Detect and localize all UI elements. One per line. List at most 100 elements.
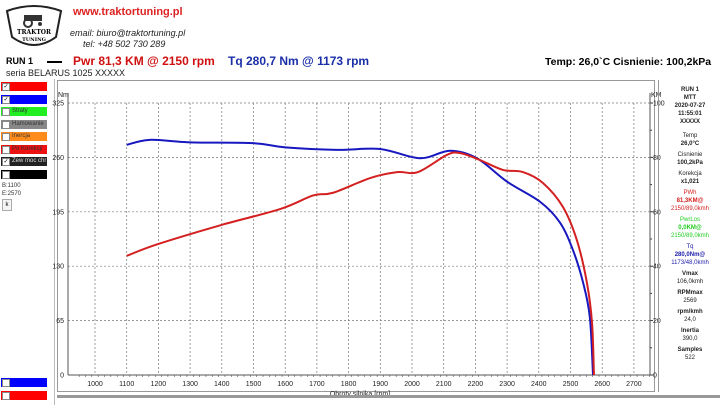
legend-item[interactable]: Po Korekcji (1, 144, 47, 154)
x-tick-label: 2700 (626, 381, 642, 388)
x-tick-label: 2300 (499, 381, 515, 388)
x-tick-label: 2400 (531, 381, 547, 388)
rp-inertia: 390,0 (682, 336, 698, 342)
legend-item[interactable]: Straty (1, 107, 47, 116)
torque-curve (126, 138, 595, 376)
legend-checkbox[interactable] (2, 392, 10, 400)
legend-checkbox[interactable] (2, 145, 10, 154)
legend-item[interactable]: ✓ (1, 94, 47, 104)
y-right-tick-label: 40 (653, 264, 661, 271)
y-right-tick-label: 60 (653, 209, 661, 216)
legend-checkbox[interactable]: ✓ (2, 83, 10, 91)
rp-date: 2020-07-27 (674, 103, 706, 109)
rp-rk: 24,0 (684, 317, 696, 323)
legend-label: Straty (12, 108, 28, 114)
legend-checkbox[interactable] (2, 133, 10, 141)
run-label: RUN 1 (6, 56, 34, 66)
rp-run: RUN 1 (680, 87, 699, 93)
phone-text: tel: +48 502 730 289 (83, 39, 166, 49)
y-left-tick-label: 260 (52, 155, 64, 162)
rp-tq-sub: 1173/48,0kmh (671, 260, 709, 266)
rp-rpm: 2569 (683, 298, 697, 304)
rp-temp: 26,0°C (680, 141, 700, 147)
x-tick-label: 1700 (309, 381, 325, 388)
x-axis-label: Obroty silnika [rpm] (330, 391, 390, 398)
legend-label: Hamowanie (12, 120, 44, 127)
rp-pwl: 0,0KM@ (678, 225, 702, 231)
svg-text:TUNING: TUNING (22, 37, 46, 43)
x-tick-label: 1300 (182, 381, 198, 388)
rp-kor: x1,021 (680, 179, 700, 185)
legend-item[interactable] (1, 378, 47, 387)
x-tick-label: 1600 (277, 381, 293, 388)
legend-item[interactable]: ✓ (1, 82, 47, 91)
x-tick-label: 1400 (214, 381, 230, 388)
y-left-tick-label: 65 (56, 318, 64, 325)
rp-vmax: 106,0kmh (676, 279, 704, 285)
legend-item[interactable] (1, 391, 47, 400)
range-end: E:2570 (2, 191, 22, 197)
range-begin: B:1100 (2, 183, 21, 189)
email-text: email: biuro@traktortuning.pl (70, 28, 186, 38)
rp-samples-label: Samples (677, 347, 703, 353)
rp-rk-label: rpm/kmh (677, 309, 703, 315)
y-left-label: Nm (58, 92, 69, 99)
environment-conditions: Temp: 26,0`C Cisnienie: 100,2kPa (545, 56, 712, 68)
rp-id: XXXXX (679, 119, 700, 125)
legend-checkbox[interactable]: ✓ (2, 158, 10, 166)
traktor-tuning-logo: TRAKTOR TUNING (5, 5, 63, 46)
y-right-label: KM (651, 92, 662, 99)
x-tick-label: 2500 (563, 381, 579, 388)
y-left-tick-label: 325 (52, 101, 64, 108)
x-tick-label: 2000 (404, 381, 420, 388)
rp-time: 11:55:01 (678, 111, 702, 117)
rp-inertia-label: Inertia (680, 328, 699, 334)
power-curve (126, 151, 595, 376)
website-link[interactable]: www.traktortuning.pl (73, 6, 183, 18)
y-left-tick-label: 195 (52, 209, 64, 216)
legend-checkbox[interactable] (2, 170, 10, 179)
legend-label: Inercja (12, 133, 31, 139)
rp-pwh: 81,3KM@ (676, 198, 704, 204)
rp-mtt: MTT (683, 95, 697, 101)
peak-power: Pwr 81,3 KM @ 2150 rpm (73, 54, 215, 68)
y-right-tick-label: 0 (653, 373, 657, 380)
rp-pwl-label: PwrLos (679, 217, 700, 223)
legend-item[interactable]: ✓ Zew moc chr (1, 157, 47, 166)
y-left-tick-label: 130 (52, 264, 64, 271)
legend-item[interactable] (1, 169, 47, 179)
legend-item[interactable]: Inercja (1, 132, 47, 141)
x-tick-label: 2600 (594, 381, 610, 388)
rp-tq-label: Tq (686, 244, 694, 250)
rp-pwh-sub: 2150/89,0kmh (670, 206, 710, 212)
rp-kor-label: Korekcja (678, 171, 702, 177)
legend-item[interactable]: Hamowanie (1, 119, 47, 129)
rp-samples: 522 (684, 355, 695, 361)
k-button[interactable]: k (2, 199, 12, 211)
rp-press-label: Cisnienie (677, 152, 703, 158)
rp-vmax-label: Vmax (681, 271, 698, 277)
legend-checkbox[interactable]: ✓ (2, 95, 10, 104)
rp-rpm-label: RPMmax (677, 290, 703, 296)
run-summary-panel: RUN 1 MTT 2020-07-27 11:55:01 XXXXX Temp… (658, 80, 720, 392)
x-tick-label: 1800 (341, 381, 357, 388)
y-right-tick-label: 20 (653, 318, 661, 325)
rp-pwh-label: PWh (683, 190, 697, 196)
y-left-tick-label: 0 (60, 373, 64, 380)
tractor-series: seria BELARUS 1025 XXXXX (6, 68, 126, 78)
chart-area (57, 80, 655, 392)
y-right-tick-label: 80 (653, 155, 661, 162)
x-tick-label: 2100 (436, 381, 452, 388)
x-tick-label: 1100 (119, 381, 134, 388)
legend-checkbox[interactable] (2, 108, 10, 116)
run-line-swatch (47, 61, 62, 63)
rp-press: 100,2kPa (677, 160, 703, 166)
bottom-border (57, 395, 720, 398)
x-tick-label: 1000 (87, 381, 103, 388)
legend-panel: ✓ ✓ Straty Hamowanie Inercja Po Korekcji ✓ Zew … (0, 79, 55, 405)
legend-checkbox[interactable] (2, 120, 10, 129)
x-tick-label: 1200 (151, 381, 167, 388)
legend-checkbox[interactable] (2, 379, 10, 387)
rp-tq: 280,0Nm@ (674, 252, 706, 258)
